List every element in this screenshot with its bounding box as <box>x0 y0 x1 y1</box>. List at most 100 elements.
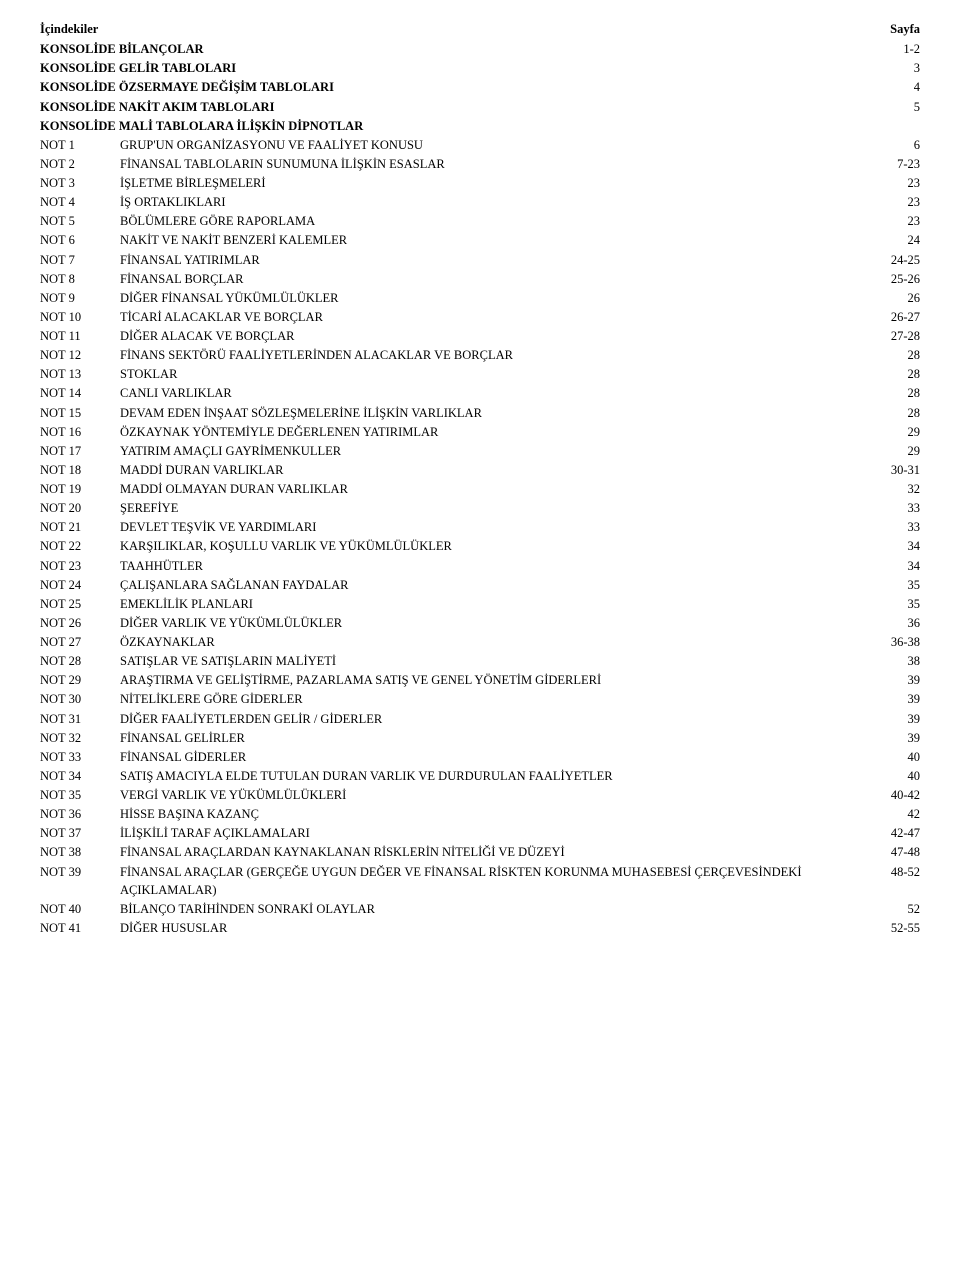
note-page: 28 <box>860 404 920 422</box>
note-title: ÖZKAYNAK YÖNTEMİYLE DEĞERLENEN YATIRIMLA… <box>120 423 860 441</box>
note-row: NOT 15DEVAM EDEN İNŞAAT SÖZLEŞMELERİNE İ… <box>40 404 920 422</box>
note-page: 23 <box>860 193 920 211</box>
note-page: 29 <box>860 423 920 441</box>
notes-list: NOT 1GRUP'UN ORGANİZASYONU VE FAALİYET K… <box>40 136 920 937</box>
note-page: 39 <box>860 710 920 728</box>
note-label: NOT 9 <box>40 289 120 307</box>
note-title: VERGİ VARLIK VE YÜKÜMLÜLÜKLERİ <box>120 786 860 804</box>
note-label: NOT 33 <box>40 748 120 766</box>
note-label: NOT 18 <box>40 461 120 479</box>
note-page: 36-38 <box>860 633 920 651</box>
note-page: 28 <box>860 365 920 383</box>
toc-header: İçindekiler Sayfa <box>40 20 920 38</box>
note-label: NOT 24 <box>40 576 120 594</box>
note-row: NOT 11DİĞER ALACAK VE BORÇLAR27-28 <box>40 327 920 345</box>
note-label: NOT 27 <box>40 633 120 651</box>
note-row: NOT 2FİNANSAL TABLOLARIN SUNUMUNA İLİŞKİ… <box>40 155 920 173</box>
note-label: NOT 14 <box>40 384 120 402</box>
note-page: 35 <box>860 576 920 594</box>
note-title: BÖLÜMLERE GÖRE RAPORLAMA <box>120 212 860 230</box>
section-title: KONSOLİDE ÖZSERMAYE DEĞİŞİM TABLOLARI <box>40 78 860 96</box>
note-row: NOT 35VERGİ VARLIK VE YÜKÜMLÜLÜKLERİ40-4… <box>40 786 920 804</box>
note-page: 28 <box>860 346 920 364</box>
note-page: 27-28 <box>860 327 920 345</box>
note-row: NOT 40BİLANÇO TARİHİNDEN SONRAKİ OLAYLAR… <box>40 900 920 918</box>
note-title: İŞLETME BİRLEŞMELERİ <box>120 174 860 192</box>
note-title: MADDİ DURAN VARLIKLAR <box>120 461 860 479</box>
note-row: NOT 32FİNANSAL GELİRLER39 <box>40 729 920 747</box>
note-page: 33 <box>860 518 920 536</box>
note-page: 40-42 <box>860 786 920 804</box>
note-label: NOT 34 <box>40 767 120 785</box>
note-label: NOT 3 <box>40 174 120 192</box>
note-title: İŞ ORTAKLIKLARI <box>120 193 860 211</box>
note-label: NOT 29 <box>40 671 120 689</box>
note-row: NOT 6NAKİT VE NAKİT BENZERİ KALEMLER24 <box>40 231 920 249</box>
note-page: 23 <box>860 174 920 192</box>
note-title: HİSSE BAŞINA KAZANÇ <box>120 805 860 823</box>
note-title: DİĞER ALACAK VE BORÇLAR <box>120 327 860 345</box>
note-title: FİNANSAL YATIRIMLAR <box>120 251 860 269</box>
note-title: DİĞER FİNANSAL YÜKÜMLÜLÜKLER <box>120 289 860 307</box>
section-page: 1-2 <box>860 40 920 58</box>
note-title: FİNANSAL ARAÇLARDAN KAYNAKLANAN RİSKLERİ… <box>120 843 860 861</box>
note-page: 48-52 <box>860 863 920 899</box>
note-page: 23 <box>860 212 920 230</box>
section-page: 3 <box>860 59 920 77</box>
note-label: NOT 12 <box>40 346 120 364</box>
note-page: 26-27 <box>860 308 920 326</box>
note-page: 40 <box>860 767 920 785</box>
note-row: NOT 24ÇALIŞANLARA SAĞLANAN FAYDALAR35 <box>40 576 920 594</box>
section-title: KONSOLİDE NAKİT AKIM TABLOLARI <box>40 98 860 116</box>
note-title: SATIŞLAR VE SATIŞLARIN MALİYETİ <box>120 652 860 670</box>
note-row: NOT 38FİNANSAL ARAÇLARDAN KAYNAKLANAN Rİ… <box>40 843 920 861</box>
note-label: NOT 21 <box>40 518 120 536</box>
note-page: 7-23 <box>860 155 920 173</box>
note-label: NOT 8 <box>40 270 120 288</box>
note-title: ŞEREFİYE <box>120 499 860 517</box>
note-page: 34 <box>860 537 920 555</box>
note-page: 34 <box>860 557 920 575</box>
note-title: STOKLAR <box>120 365 860 383</box>
note-title: FİNANSAL GİDERLER <box>120 748 860 766</box>
section-title: KONSOLİDE MALİ TABLOLARA İLİŞKİN DİPNOTL… <box>40 117 860 135</box>
note-label: NOT 39 <box>40 863 120 899</box>
section-page: 4 <box>860 78 920 96</box>
note-row: NOT 18MADDİ DURAN VARLIKLAR30-31 <box>40 461 920 479</box>
note-row: NOT 12FİNANS SEKTÖRÜ FAALİYETLERİNDEN AL… <box>40 346 920 364</box>
note-page: 35 <box>860 595 920 613</box>
note-page: 24-25 <box>860 251 920 269</box>
section-title: KONSOLİDE GELİR TABLOLARI <box>40 59 860 77</box>
note-label: NOT 32 <box>40 729 120 747</box>
note-title: DİĞER VARLIK VE YÜKÜMLÜLÜKLER <box>120 614 860 632</box>
note-title: DİĞER FAALİYETLERDEN GELİR / GİDERLER <box>120 710 860 728</box>
note-label: NOT 30 <box>40 690 120 708</box>
note-row: NOT 1GRUP'UN ORGANİZASYONU VE FAALİYET K… <box>40 136 920 154</box>
note-row: NOT 36HİSSE BAŞINA KAZANÇ42 <box>40 805 920 823</box>
note-title: ARAŞTIRMA VE GELİŞTİRME, PAZARLAMA SATIŞ… <box>120 671 860 689</box>
note-page: 28 <box>860 384 920 402</box>
note-label: NOT 40 <box>40 900 120 918</box>
note-title: ÖZKAYNAKLAR <box>120 633 860 651</box>
note-row: NOT 25EMEKLİLİK PLANLARI35 <box>40 595 920 613</box>
note-page: 30-31 <box>860 461 920 479</box>
note-label: NOT 31 <box>40 710 120 728</box>
note-title: MADDİ OLMAYAN DURAN VARLIKLAR <box>120 480 860 498</box>
note-page: 6 <box>860 136 920 154</box>
section-row: KONSOLİDE GELİR TABLOLARI3 <box>40 59 920 77</box>
note-title: TAAHHÜTLER <box>120 557 860 575</box>
note-label: NOT 5 <box>40 212 120 230</box>
note-page: 42 <box>860 805 920 823</box>
note-page: 47-48 <box>860 843 920 861</box>
note-title: BİLANÇO TARİHİNDEN SONRAKİ OLAYLAR <box>120 900 860 918</box>
note-title: YATIRIM AMAÇLI GAYRİMENKULLER <box>120 442 860 460</box>
note-page: 39 <box>860 729 920 747</box>
note-title: CANLI VARLIKLAR <box>120 384 860 402</box>
note-row: NOT 22KARŞILIKLAR, KOŞULLU VARLIK VE YÜK… <box>40 537 920 555</box>
note-row: NOT 34SATIŞ AMACIYLA ELDE TUTULAN DURAN … <box>40 767 920 785</box>
note-row: NOT 37İLİŞKİLİ TARAF AÇIKLAMALARI42-47 <box>40 824 920 842</box>
note-page: 39 <box>860 671 920 689</box>
note-row: NOT 17YATIRIM AMAÇLI GAYRİMENKULLER29 <box>40 442 920 460</box>
note-row: NOT 3İŞLETME BİRLEŞMELERİ23 <box>40 174 920 192</box>
note-label: NOT 2 <box>40 155 120 173</box>
